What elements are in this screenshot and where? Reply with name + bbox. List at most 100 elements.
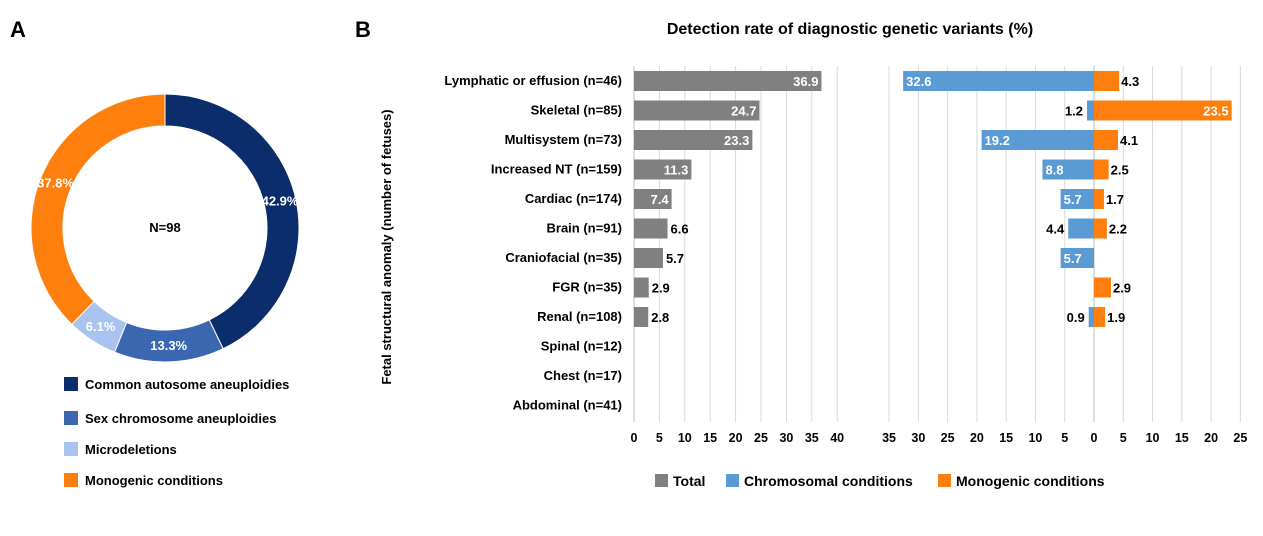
donut-chart: 42.9% 13.3% 6.1% 37.8% (30, 93, 300, 363)
total-bar (634, 189, 672, 209)
category-label: Lymphatic or effusion (n=46) (444, 73, 622, 88)
donut-slice-label: 6.1% (86, 319, 116, 334)
monogenic-bar (1094, 277, 1111, 298)
tick-label: 10 (678, 431, 692, 445)
chromosomal-bar (1088, 307, 1094, 327)
monogenic-bar-label: 23.5 (1203, 104, 1228, 119)
chromosomal-bar-label: 1.2 (1065, 104, 1083, 119)
tick-label: 5 (1120, 431, 1127, 445)
tick-label: 15 (703, 431, 717, 445)
monogenic-bar (1094, 307, 1106, 327)
chart-title: Detection rate of diagnostic genetic var… (667, 21, 1033, 38)
category-label: Spinal (n=12) (541, 339, 622, 354)
chromosomal-bar (1068, 218, 1094, 239)
chromosomal-bar-label: 32.6 (906, 74, 931, 89)
total-bar (634, 100, 760, 121)
total-bar-label: 6.6 (671, 222, 689, 237)
total-gridlines (633, 66, 838, 422)
monogenic-bar-label: 2.5 (1111, 163, 1129, 178)
total-bar (634, 71, 822, 91)
tick-label: 30 (911, 431, 925, 445)
panel-b-label: B (355, 17, 371, 42)
category-labels: Lymphatic or effusion (n=46) Skeletal (n=… (444, 73, 622, 413)
category-label: Brain (n=91) (547, 221, 623, 236)
tick-label: 0 (1091, 431, 1098, 445)
category-label: Skeletal (n=85) (531, 103, 622, 118)
total-bar-label: 2.9 (652, 281, 670, 296)
monogenic-bar-label: 1.7 (1106, 192, 1124, 207)
monogenic-bar (1094, 100, 1232, 121)
monogenic-bar (1094, 130, 1119, 150)
tick-label: 15 (999, 431, 1013, 445)
legend-label: Common autosome aneuploidies (85, 377, 289, 392)
chromosomal-bar (903, 71, 1094, 91)
legend-label: Microdeletions (85, 442, 177, 457)
donut-slice (30, 93, 166, 326)
monogenic-bar (1094, 189, 1104, 209)
split-axis-ticks: 35 30 25 20 15 10 5 0 5 10 15 20 25 (882, 431, 1247, 445)
monogenic-bar-label: 2.9 (1113, 281, 1131, 296)
category-label: Renal (n=108) (537, 309, 622, 324)
legend-swatch (64, 442, 78, 456)
chromosomal-bar-label: 5.7 (1064, 192, 1082, 207)
monogenic-bar-label: 4.1 (1120, 133, 1138, 148)
legend-swatch (64, 411, 78, 425)
split-gridlines (888, 66, 1241, 422)
chromosomal-bar-label: 4.4 (1046, 222, 1065, 237)
legend-label: Total (673, 473, 705, 489)
legend-label: Monogenic conditions (956, 473, 1105, 489)
tick-label: 5 (656, 431, 663, 445)
tick-label: 35 (882, 431, 896, 445)
total-bar-label: 24.7 (731, 104, 756, 119)
legend-swatch (64, 473, 78, 487)
total-bar-label: 5.7 (666, 251, 684, 266)
category-label: FGR (n=35) (552, 280, 622, 295)
tick-label: 10 (1028, 431, 1042, 445)
donut-legend: Common autosome aneuploidies Sex chromoso… (64, 377, 289, 488)
category-label: Cardiac (n=174) (525, 191, 622, 206)
total-bar-label: 7.4 (651, 192, 670, 207)
chromosomal-bar (1086, 100, 1094, 121)
total-bar (634, 159, 692, 180)
donut-slice-label: 37.8% (37, 176, 74, 191)
chromosomal-bar-label: 5.7 (1064, 251, 1082, 266)
category-label: Abdominal (n=41) (513, 398, 622, 413)
bar-legend: Total Chromosomal conditions Monogenic con… (655, 473, 1105, 489)
tick-label: 30 (779, 431, 793, 445)
category-label: Chest (n=17) (544, 368, 622, 383)
tick-label: 5 (1061, 431, 1068, 445)
chromosomal-bar (981, 130, 1094, 150)
y-axis-label: Fetal structural anomaly (number of fetu… (379, 109, 394, 384)
tick-label: 40 (830, 431, 844, 445)
total-bar-label: 36.9 (793, 74, 818, 89)
tick-label: 20 (970, 431, 984, 445)
category-label: Craniofacial (n=35) (505, 250, 622, 265)
monogenic-bar-label: 4.3 (1121, 74, 1139, 89)
monogenic-bar (1094, 218, 1107, 239)
total-bar (634, 130, 753, 150)
chromosomal-bar-label: 8.8 (1045, 163, 1063, 178)
legend-label: Sex chromosome aneuploidies (85, 411, 276, 426)
tick-label: 35 (805, 431, 819, 445)
legend-swatch (655, 474, 668, 487)
total-bar (634, 248, 663, 268)
tick-label: 0 (631, 431, 638, 445)
total-bar (634, 307, 649, 327)
legend-swatch (938, 474, 951, 487)
category-label: Multisystem (n=73) (505, 132, 622, 147)
donut-center-label: N=98 (149, 220, 180, 235)
chromosomal-bar (1042, 159, 1094, 180)
donut-slice (164, 93, 300, 350)
total-axis-ticks: 0 5 10 15 20 25 30 35 40 (631, 431, 845, 445)
chromosomal-bar-label: 19.2 (985, 133, 1010, 148)
tick-label: 20 (1204, 431, 1218, 445)
split-bars: 32.61.219.28.85.74.45.70.94.323.54.12.51… (903, 71, 1232, 327)
monogenic-bar (1094, 159, 1109, 180)
category-label: Increased NT (n=159) (491, 162, 622, 177)
donut-slice-label: 42.9% (262, 194, 299, 209)
monogenic-bar-label: 1.9 (1107, 310, 1125, 325)
tick-label: 20 (729, 431, 743, 445)
monogenic-bar (1094, 71, 1120, 91)
legend-label: Monogenic conditions (85, 473, 223, 488)
